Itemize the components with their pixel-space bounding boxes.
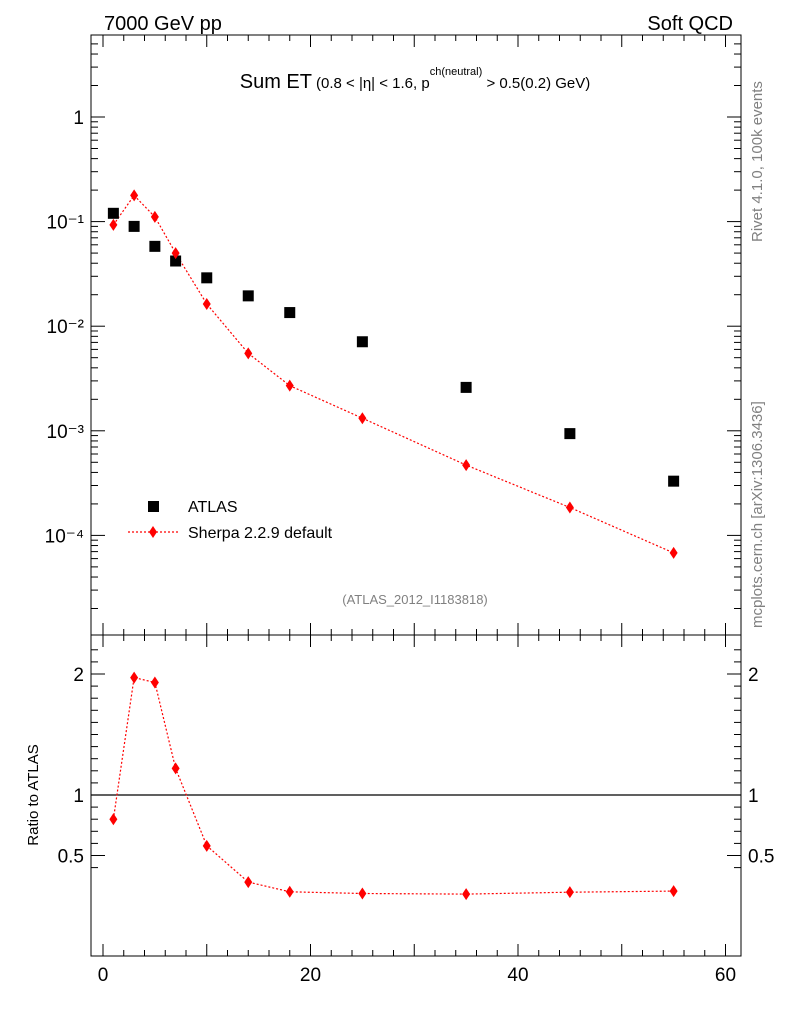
ratio-point xyxy=(109,813,118,826)
ratio-tick-label: 0.5 xyxy=(58,847,84,868)
y-tick-label: 10⁻² xyxy=(47,317,85,338)
sherpa-point xyxy=(130,189,139,202)
ratio-axis-label: Ratio to ATLAS xyxy=(25,744,42,845)
legend-sherpa-marker xyxy=(149,526,157,538)
x-tick-label: 20 xyxy=(300,965,321,986)
ratio-tick-label-right: 1 xyxy=(748,786,759,807)
mcplots-reference-label: mcplots.cern.ch [arXiv:1306.3436] xyxy=(749,401,766,628)
sherpa-point xyxy=(462,459,471,472)
atlas-point xyxy=(149,240,161,252)
rivet-version-label: Rivet 4.1.0, 100k events xyxy=(749,81,766,242)
header-category-label: Soft QCD xyxy=(647,13,733,35)
atlas-point xyxy=(242,290,254,302)
ratio-point xyxy=(669,885,678,898)
legend-sherpa-label: Sherpa 2.2.9 default xyxy=(188,525,333,542)
ratio-tick-label-right: 2 xyxy=(748,665,759,686)
atlas-point xyxy=(201,272,213,284)
atlas-point xyxy=(460,381,472,393)
atlas-point xyxy=(170,255,182,267)
data-layer xyxy=(107,189,680,901)
ratio-point xyxy=(358,887,367,900)
legend-atlas-marker xyxy=(148,501,159,512)
sherpa-point xyxy=(285,379,294,392)
atlas-point xyxy=(668,475,680,487)
header-collision-label: 7000 GeV pp xyxy=(104,13,222,35)
ratio-point xyxy=(130,671,139,684)
sherpa-point xyxy=(565,501,574,514)
main-plot-frame xyxy=(90,34,742,636)
ratio-series xyxy=(109,671,678,901)
atlas-point xyxy=(284,307,296,319)
atlas-point xyxy=(356,336,368,348)
ratio-point xyxy=(244,876,253,889)
title-tail: > 0.5(0.2) GeV) xyxy=(482,75,590,92)
ratio-point xyxy=(171,762,180,775)
title-range: (0.8 < |η| < 1.6, p xyxy=(316,75,430,92)
axes-layer: 1 10⁻¹ 10⁻² 10⁻³ 10⁻⁴ 0 20 40 60 2 2 1 1 0.5 0.5 xyxy=(45,35,774,986)
y-tick-label: 10⁻¹ xyxy=(47,213,85,234)
title-superscript: ch(neutral) xyxy=(430,66,483,78)
x-tick-label: 60 xyxy=(715,965,736,986)
chart-title: Sum ET (0.8 < |η| < 1.6, pch(neutral) > 0… xyxy=(240,66,591,93)
ratio-point xyxy=(462,888,471,901)
sherpa-point xyxy=(202,298,211,311)
sherpa-point xyxy=(244,347,253,360)
ratio-point xyxy=(202,839,211,852)
y-tick-label: 10⁻³ xyxy=(47,422,85,443)
ratio-tick-label: 2 xyxy=(73,665,84,686)
sherpa-point xyxy=(109,218,118,231)
title-main: Sum ET xyxy=(240,71,312,93)
analysis-id-label: (ATLAS_2012_I1183818) xyxy=(342,592,488,607)
ratio-line xyxy=(112,676,674,895)
x-tick-label: 40 xyxy=(507,965,528,986)
ratio-tick-label-right: 0.5 xyxy=(748,847,774,868)
ratio-point xyxy=(565,886,574,899)
x-tick-label: 0 xyxy=(98,965,109,986)
atlas-point xyxy=(128,220,140,232)
y-tick-label: 10⁻⁴ xyxy=(45,526,84,547)
sherpa-point xyxy=(358,412,367,425)
legend-atlas-label: ATLAS xyxy=(188,499,238,516)
ratio-point xyxy=(285,885,294,898)
atlas-point xyxy=(564,428,576,440)
ratio-tick-label: 1 xyxy=(73,786,84,807)
ratio-point xyxy=(150,676,159,689)
sherpa-point xyxy=(171,247,180,260)
sherpa-point xyxy=(150,210,159,223)
atlas-point xyxy=(107,207,119,219)
sherpa-point xyxy=(669,546,678,559)
y-tick-label: 1 xyxy=(73,108,84,129)
